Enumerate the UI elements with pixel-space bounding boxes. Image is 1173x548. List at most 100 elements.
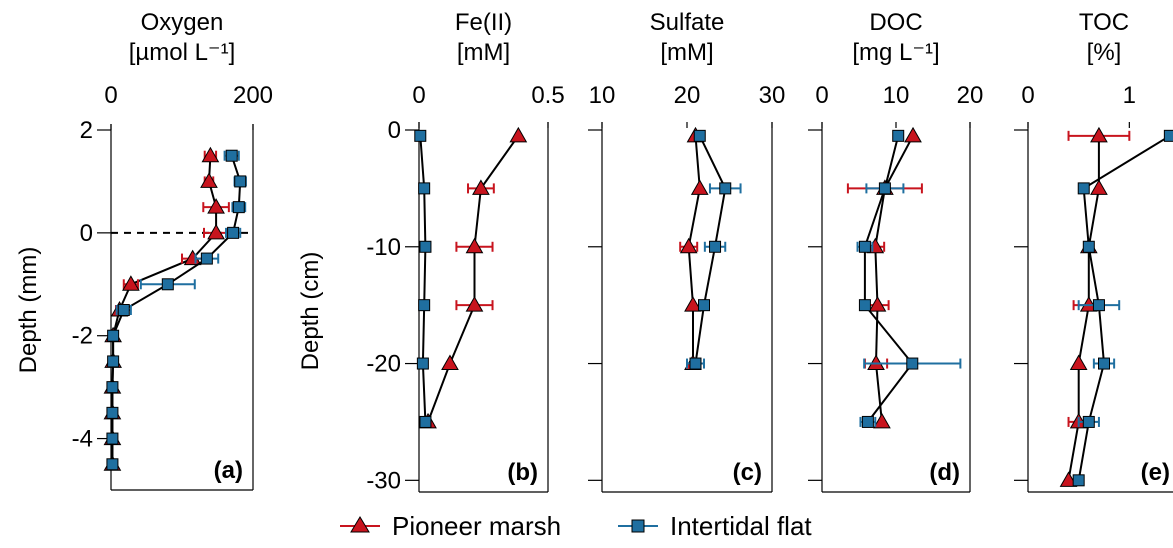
y-tick-label: 2 bbox=[80, 117, 93, 144]
panel-1: Fe(II) [mM] 0 0.5 0 -10 -20 -30 Depth (cm) (b) bbox=[297, 9, 565, 494]
pioneer-marsh-point bbox=[1059, 471, 1078, 487]
pioneer-marsh-point bbox=[509, 126, 528, 143]
legend-label-pioneer-marsh: Pioneer marsh bbox=[392, 511, 561, 541]
x-tick-label: 0.5 bbox=[531, 82, 564, 109]
panel-title: DOC bbox=[869, 9, 922, 36]
y-axis-label: Depth (cm) bbox=[297, 252, 324, 371]
y-tick-label: 0 bbox=[80, 220, 93, 247]
pioneer-marsh-point bbox=[207, 198, 225, 214]
panel-label: (c) bbox=[733, 459, 762, 486]
intertidal-flat-point bbox=[225, 149, 238, 162]
pioneer-marsh-point bbox=[904, 126, 922, 143]
panel-label: (b) bbox=[507, 459, 538, 486]
x-tick-label: 0 bbox=[815, 82, 828, 109]
pioneer-marsh-point bbox=[472, 179, 490, 195]
intertidal-flat-point bbox=[719, 182, 732, 195]
pioneer-marsh-point bbox=[201, 146, 220, 163]
pioneer-marsh-point bbox=[207, 223, 225, 240]
intertidal-flat-point bbox=[1072, 474, 1085, 487]
intertidal-flat-point bbox=[709, 240, 722, 253]
intertidal-flat-point bbox=[416, 357, 429, 370]
x-tick-label: 10 bbox=[589, 82, 616, 109]
intertidal-flat-point bbox=[1077, 182, 1090, 195]
intertidal-flat-point bbox=[693, 129, 706, 142]
intertidal-flat-point bbox=[689, 357, 702, 370]
legend-label-intertidal-flat: Intertidal flat bbox=[670, 511, 812, 541]
intertidal-flat-point bbox=[1082, 415, 1095, 428]
x-tick-label: 0 bbox=[412, 82, 425, 109]
pioneer-marsh-point bbox=[122, 275, 140, 291]
intertidal-flat-point bbox=[1082, 240, 1095, 253]
intertidal-flat-point bbox=[1092, 299, 1105, 312]
intertidal-flat-point bbox=[106, 406, 119, 419]
panel-unit: [mg L⁻¹] bbox=[852, 39, 939, 66]
intertidal-flat-point bbox=[858, 240, 871, 253]
panel-2: Sulfate [mM] 10 20 30 (c) bbox=[588, 9, 786, 493]
intertidal-flat-point bbox=[1163, 129, 1173, 142]
pioneer-marsh-point bbox=[200, 172, 218, 188]
intertidal-flat-point bbox=[234, 175, 247, 188]
series-line bbox=[863, 135, 914, 423]
intertidal-flat-point bbox=[419, 415, 432, 428]
pioneer-marsh-point bbox=[465, 296, 484, 312]
x-tick-label: 0 bbox=[104, 82, 117, 109]
intertidal-flat-point bbox=[906, 357, 919, 370]
panel-title: Oxygen bbox=[141, 9, 224, 36]
intertidal-flat-point bbox=[1098, 357, 1110, 370]
intertidal-flat-point bbox=[161, 278, 174, 291]
pioneer-marsh-point bbox=[465, 237, 484, 254]
y-tick-label: -4 bbox=[72, 426, 93, 453]
panel-label: (d) bbox=[929, 459, 960, 486]
intertidal-flat-point bbox=[418, 299, 431, 312]
panel-unit: [mM] bbox=[457, 39, 510, 66]
panel-title: Sulfate bbox=[650, 9, 725, 36]
x-tick-label: 10 bbox=[883, 82, 910, 109]
y-tick-label: 0 bbox=[388, 117, 401, 144]
pioneer-marsh-point bbox=[684, 296, 702, 312]
intertidal-flat-point bbox=[419, 240, 432, 253]
intertidal-flat-point bbox=[892, 129, 905, 142]
y-tick-label: -30 bbox=[366, 467, 401, 494]
y-tick-label: -10 bbox=[366, 234, 401, 261]
panel-3: DOC [mg L⁻¹] 0 10 20 (d) bbox=[808, 9, 984, 493]
pioneer-marsh-point bbox=[679, 237, 698, 254]
intertidal-flat-point bbox=[698, 299, 710, 312]
intertidal-flat-point bbox=[200, 252, 213, 265]
x-tick-label: 1 bbox=[1123, 82, 1136, 109]
intertidal-flat-point bbox=[861, 415, 874, 428]
intertidal-flat-point bbox=[117, 304, 130, 316]
pioneer-marsh-point bbox=[1090, 179, 1108, 195]
panel-4: TOC [%] 0 1 (e) bbox=[1014, 9, 1173, 493]
legend-marker-intertidal-flat bbox=[631, 519, 645, 533]
panel-title: TOC bbox=[1079, 9, 1129, 36]
y-tick-label: -2 bbox=[72, 323, 93, 350]
panel-unit: [%] bbox=[1087, 39, 1122, 66]
intertidal-flat-point bbox=[227, 226, 240, 239]
x-tick-label: 20 bbox=[674, 82, 701, 109]
pioneer-marsh-point bbox=[690, 179, 709, 195]
legend: Pioneer marsh Intertidal flat bbox=[340, 511, 812, 541]
intertidal-flat-point bbox=[414, 129, 427, 142]
intertidal-flat-point bbox=[106, 432, 119, 445]
x-tick-label: 200 bbox=[233, 82, 273, 109]
panel-label: (e) bbox=[1141, 459, 1170, 486]
pioneer-marsh-point bbox=[1069, 354, 1088, 371]
panel-title: Fe(II) bbox=[455, 9, 512, 36]
intertidal-flat-point bbox=[232, 201, 245, 214]
panel-unit: [mM] bbox=[660, 39, 713, 66]
x-tick-label: 30 bbox=[759, 82, 786, 109]
intertidal-flat-point bbox=[878, 182, 891, 195]
series-line bbox=[419, 135, 427, 422]
intertidal-flat-point bbox=[106, 381, 119, 394]
pioneer-marsh-point bbox=[1090, 126, 1108, 143]
intertidal-flat-point bbox=[106, 458, 119, 471]
pioneer-marsh-point bbox=[873, 412, 891, 429]
intertidal-flat-point bbox=[858, 299, 871, 312]
panel-unit: [µmol L⁻¹] bbox=[129, 39, 236, 66]
pioneer-marsh-point bbox=[441, 354, 459, 371]
x-tick-label: 20 bbox=[957, 82, 984, 109]
y-tick-label: -20 bbox=[366, 351, 401, 378]
series-line bbox=[874, 135, 914, 423]
